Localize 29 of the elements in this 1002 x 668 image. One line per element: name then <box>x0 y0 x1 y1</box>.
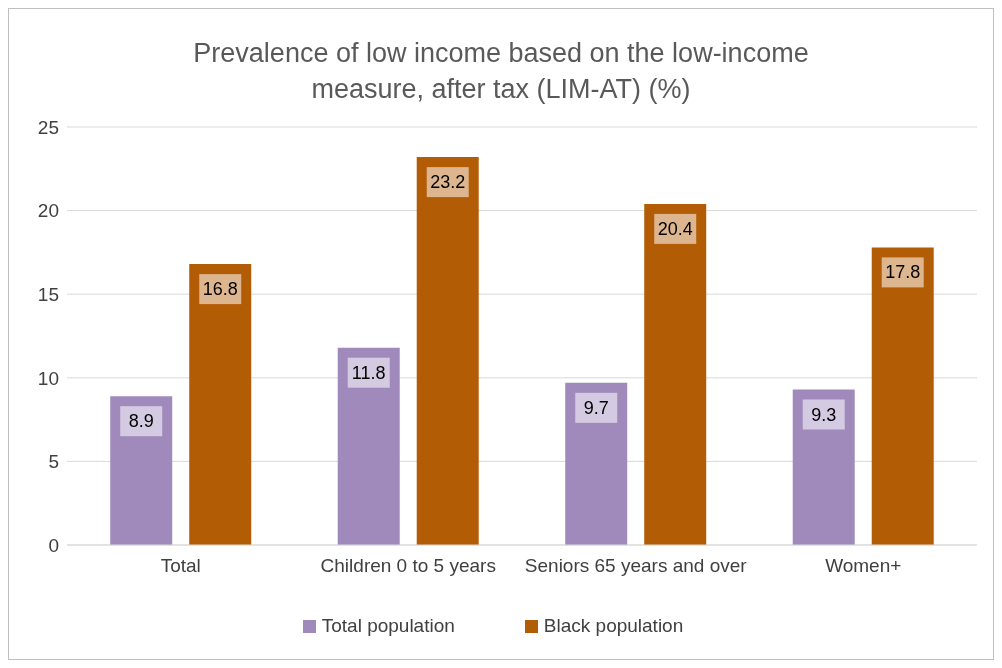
bar <box>644 203 707 545</box>
data-label: 9.3 <box>811 404 837 425</box>
bar <box>337 347 400 545</box>
legend-label: Black population <box>542 615 684 637</box>
bar <box>416 157 479 545</box>
y-tick-label: 10 <box>37 367 59 389</box>
bar <box>189 264 252 545</box>
y-tick-label: 25 <box>37 116 59 138</box>
data-label: 23.2 <box>430 172 466 193</box>
data-label: 9.7 <box>583 397 609 418</box>
x-tick-label: Women+ <box>825 555 902 577</box>
data-label: 20.4 <box>657 218 693 239</box>
y-tick-label: 5 <box>48 451 59 473</box>
data-label: 11.8 <box>351 362 386 383</box>
chart-title: Prevalence of low income based on the low-income measure, after tax (LIM-AT) (%) <box>192 37 810 106</box>
legend-label: Total population <box>320 615 455 637</box>
bar <box>110 396 173 545</box>
y-tick-label: 20 <box>37 200 59 222</box>
bar <box>871 247 934 545</box>
data-label: 16.8 <box>202 279 238 300</box>
bar <box>565 382 628 545</box>
data-label: 8.9 <box>128 411 154 432</box>
bar <box>792 389 855 545</box>
y-tick-label: 0 <box>48 534 59 556</box>
x-tick-label: Children 0 to 5 years <box>320 555 496 577</box>
x-tick-label: Seniors 65 years and over <box>524 555 748 577</box>
data-label: 17.8 <box>885 262 921 283</box>
y-tick-label: 15 <box>37 283 59 305</box>
x-tick-label: Total <box>160 555 201 577</box>
